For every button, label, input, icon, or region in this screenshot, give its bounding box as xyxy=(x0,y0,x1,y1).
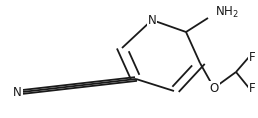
Text: O: O xyxy=(209,82,219,95)
Text: N: N xyxy=(148,13,156,27)
Text: F: F xyxy=(249,51,256,63)
Text: N: N xyxy=(13,86,22,99)
Text: NH$_2$: NH$_2$ xyxy=(215,4,239,20)
Text: F: F xyxy=(249,82,256,95)
